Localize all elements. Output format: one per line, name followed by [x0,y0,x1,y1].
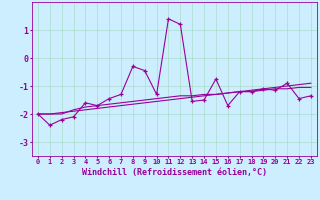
X-axis label: Windchill (Refroidissement éolien,°C): Windchill (Refroidissement éolien,°C) [82,168,267,177]
